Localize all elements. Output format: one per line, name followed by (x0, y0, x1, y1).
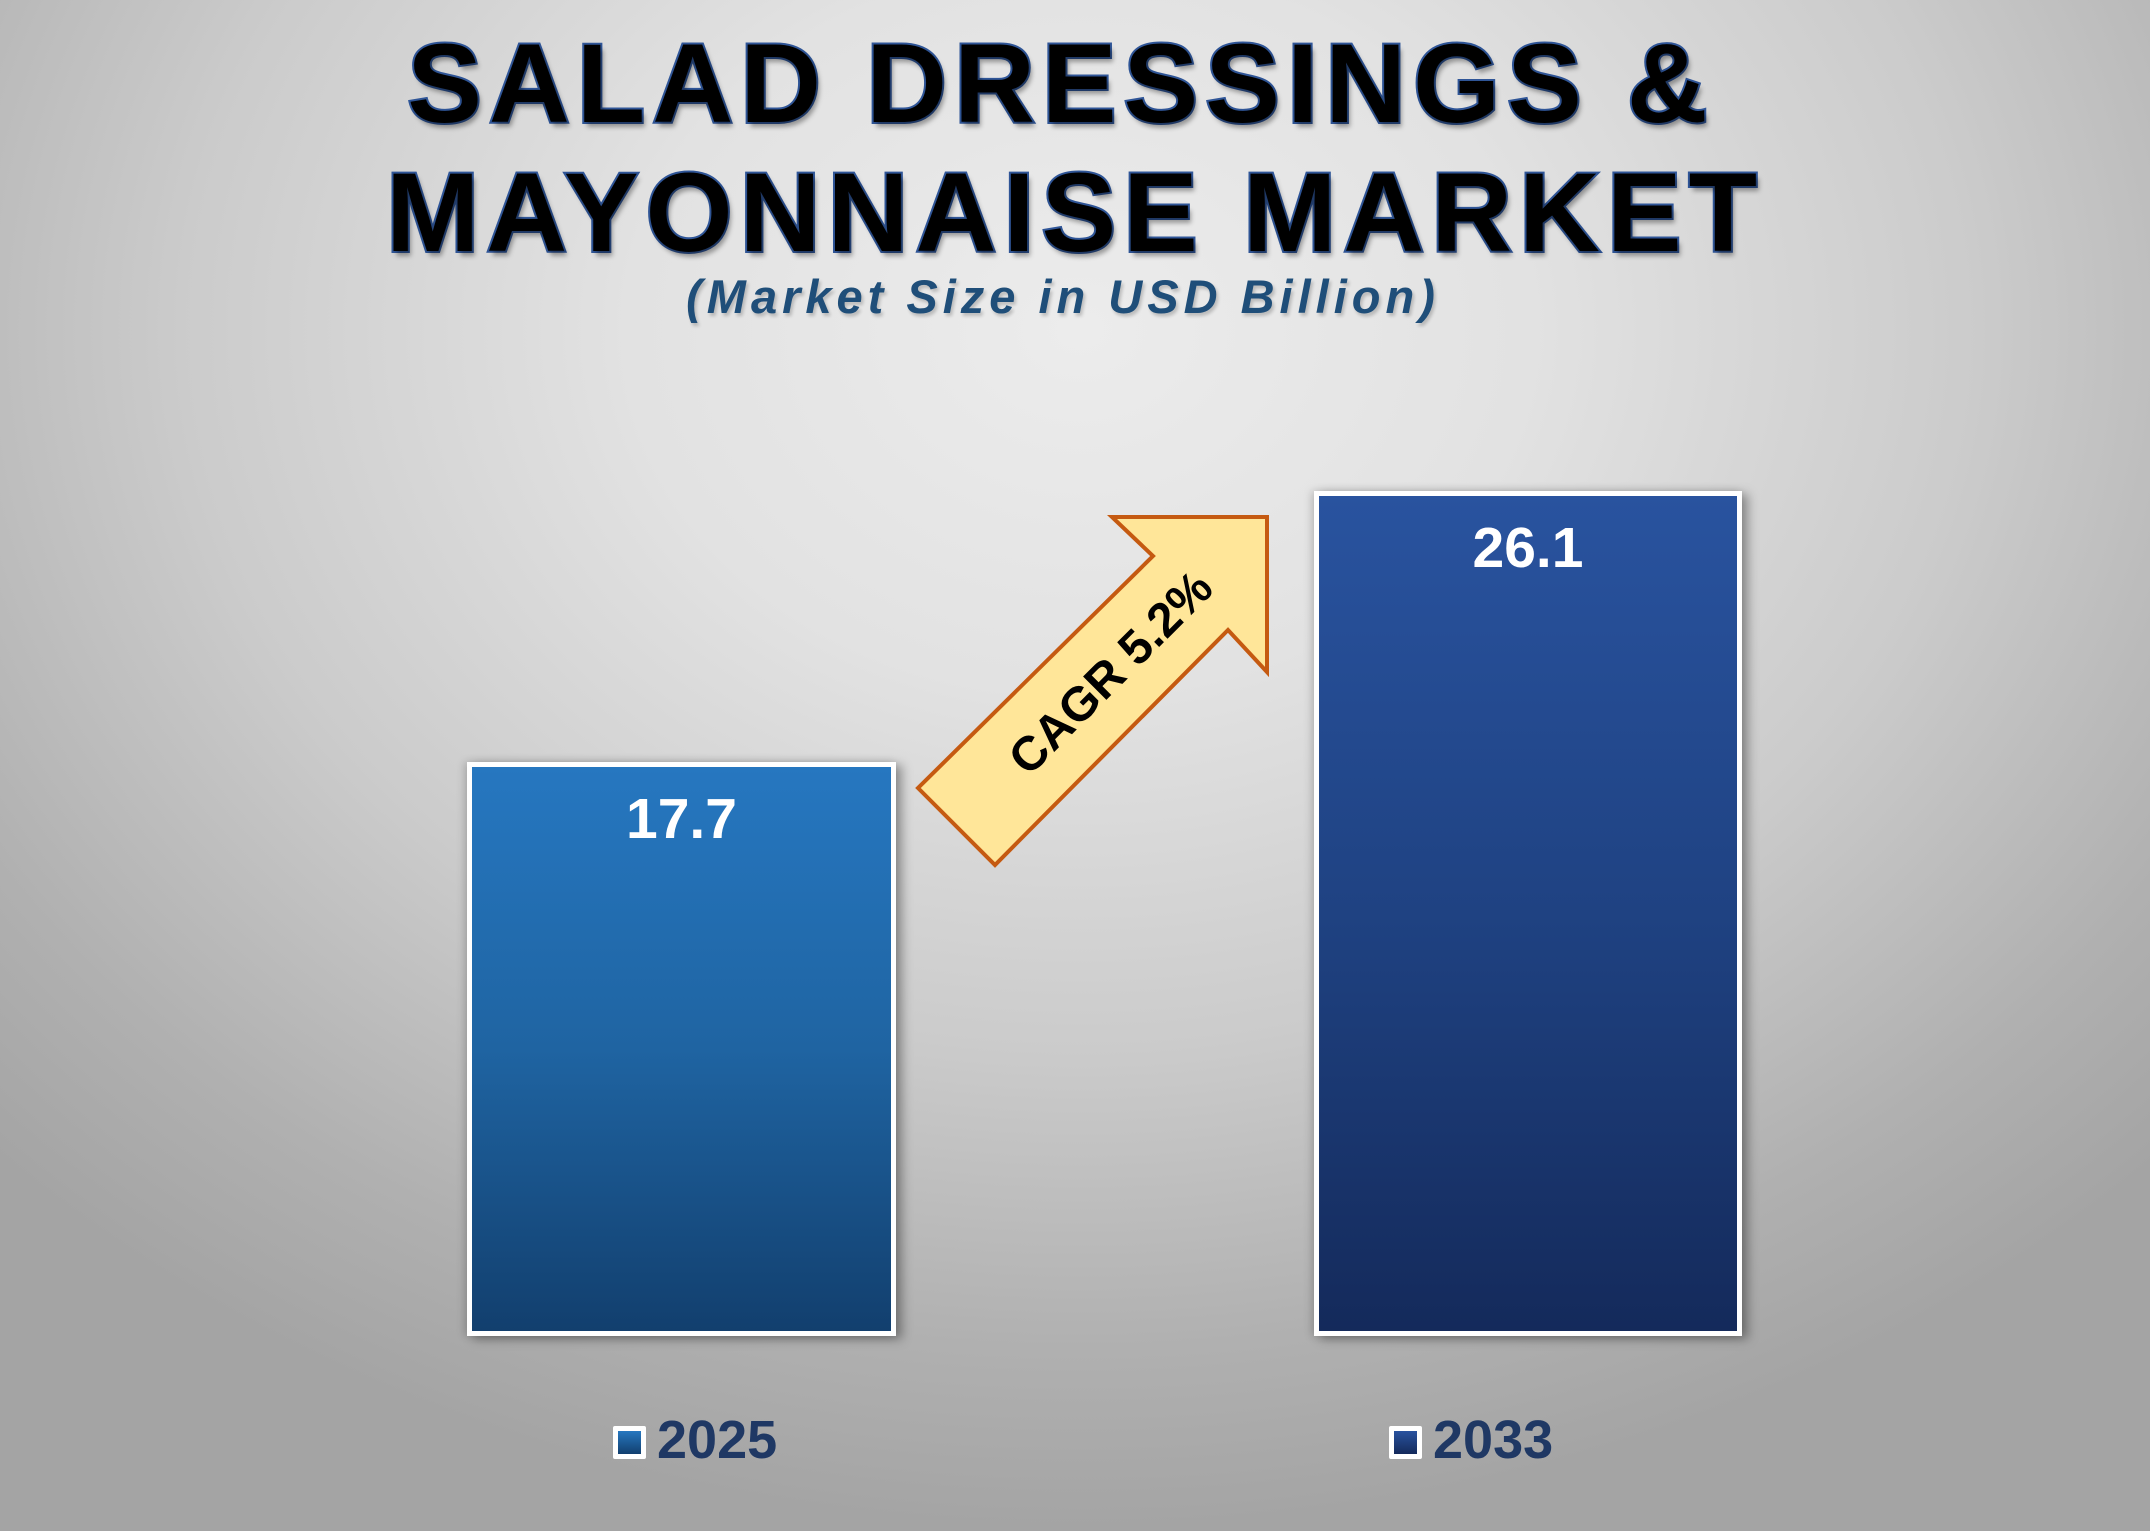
legend-item-2033: 2033 (1389, 1410, 1554, 1470)
bar-value-label: 17.7 (626, 787, 737, 851)
chart-subtitle: (Market Size in USD Billion) (686, 270, 1440, 323)
legend-label: 2033 (1433, 1410, 1554, 1470)
chart-title-line-1: SALAD DRESSINGS & (405, 21, 1715, 146)
legend-swatch-icon (1389, 1425, 1422, 1459)
chart-title-line-2: MAYONNAISE MARKET (384, 150, 1765, 275)
bar-2025: 17.7 (467, 762, 896, 1336)
legend-swatch-icon (613, 1425, 646, 1459)
legend-label: 2025 (657, 1410, 778, 1470)
bar-value-label: 26.1 (1472, 516, 1584, 580)
legend-item-2025: 2025 (613, 1410, 778, 1470)
bar-2033: 26.1 (1314, 491, 1742, 1336)
